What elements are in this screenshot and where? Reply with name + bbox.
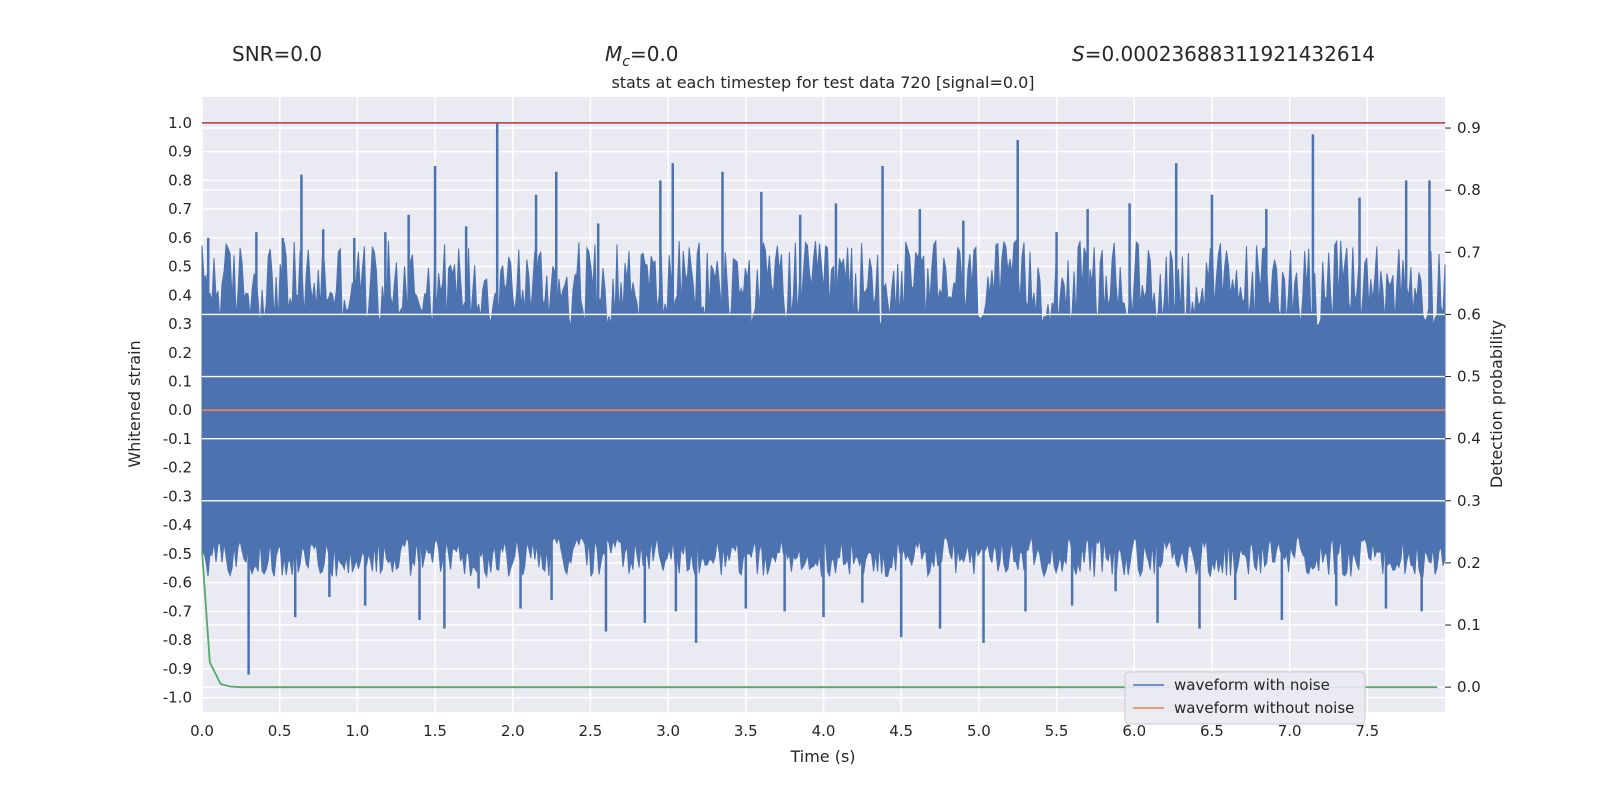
- y-tick-label: -1.0: [163, 689, 192, 707]
- legend: waveform with noise waveform without noi…: [1124, 671, 1366, 725]
- y2-tick-label: 0.4: [1457, 430, 1481, 448]
- x-axis-label: Time (s): [789, 747, 855, 766]
- y2-tick-label: 0.1: [1457, 616, 1481, 634]
- y2-tick-label: 0.6: [1457, 305, 1481, 323]
- y2-tick-label: 0.3: [1457, 492, 1481, 510]
- y-tick-label: 0.5: [168, 258, 192, 276]
- y-tick-label: 0.0: [168, 401, 192, 419]
- legend-label-clean: waveform without noise: [1174, 699, 1354, 717]
- y-tick-label: 1.0: [168, 114, 192, 132]
- y-tick-label: -0.1: [163, 430, 192, 448]
- x-tick-label: 4.5: [889, 722, 913, 740]
- x-tick-label: 2.5: [579, 722, 603, 740]
- x-tick-label: 7.5: [1355, 722, 1379, 740]
- chirp-mass-label: Mc=0.0: [605, 42, 679, 70]
- x-axis-ticks: 0.0 0.5 1.0 1.5 2.0 2.5 3.0 3.5 4.0 4.5 5.0 5.5 6.0 6…: [190, 722, 1379, 740]
- y-tick-label: 0.2: [168, 344, 192, 362]
- x-tick-label: 0.5: [268, 722, 292, 740]
- y-tick-label: 0.9: [168, 143, 192, 161]
- y2-tick-label: 0.7: [1457, 243, 1481, 261]
- x-tick-label: 2.0: [501, 722, 525, 740]
- y-tick-label: -0.6: [163, 574, 192, 592]
- y2-tick-label: 0.2: [1457, 554, 1481, 572]
- y-tick-label: -0.8: [163, 631, 192, 649]
- y-tick-label: -0.4: [163, 516, 192, 534]
- chart-title: stats at each timestep for test data 720…: [611, 73, 1034, 92]
- y-tick-label: 0.4: [168, 286, 192, 304]
- x-tick-label: 7.0: [1278, 722, 1302, 740]
- x-tick-label: 6.0: [1122, 722, 1146, 740]
- y2-axis-ticks: 0.0 0.1 0.2 0.3 0.4 0.5 0.6 0.7 0.8 0.9: [1445, 119, 1481, 696]
- series-detection-probability: [201, 550, 1438, 689]
- x-tick-label: 1.5: [423, 722, 447, 740]
- x-tick-label: 6.5: [1200, 722, 1224, 740]
- x-tick-label: 4.0: [812, 722, 836, 740]
- x-tick-label: 3.0: [656, 722, 680, 740]
- y2-tick-label: 0.8: [1457, 181, 1481, 199]
- legend-label-noise: waveform with noise: [1174, 676, 1330, 694]
- y-tick-label: -0.9: [163, 660, 192, 678]
- y-tick-label: 0.7: [168, 200, 192, 218]
- s-statistic-label: S=0.00023688311921432614: [1072, 42, 1375, 66]
- series-waveform-with-noise: [201, 239, 1446, 579]
- x-tick-label: 3.5: [734, 722, 758, 740]
- y2-tick-label: 0.0: [1457, 678, 1481, 696]
- y-tick-label: 0.1: [168, 373, 192, 391]
- y-tick-label: -0.5: [163, 545, 192, 563]
- y-tick-label: 0.8: [168, 171, 192, 189]
- y-tick-label: -0.3: [163, 487, 192, 505]
- y-tick-label: 0.3: [168, 315, 192, 333]
- y-tick-label: -0.2: [163, 459, 192, 477]
- x-tick-label: 5.5: [1045, 722, 1069, 740]
- snr-label: SNR=0.0: [232, 42, 322, 66]
- y-axis-ticks: -1.0 -0.9 -0.8 -0.7 -0.6 -0.5 -0.4 -0.3 -0.2 -0.1…: [163, 114, 192, 707]
- y-tick-label: -0.7: [163, 602, 192, 620]
- x-tick-label: 0.0: [190, 722, 214, 740]
- y2-tick-label: 0.9: [1457, 119, 1481, 137]
- x-tick-label: 5.0: [967, 722, 991, 740]
- x-tick-label: 1.0: [345, 722, 369, 740]
- legend-box: [1124, 671, 1366, 725]
- series-layer: [201, 122, 1446, 689]
- y2-tick-label: 0.5: [1457, 368, 1481, 386]
- y-tick-label: 0.6: [168, 229, 192, 247]
- y2-axis-label: Detection probability: [1487, 320, 1506, 488]
- y-axis-label: Whitened strain: [125, 340, 144, 467]
